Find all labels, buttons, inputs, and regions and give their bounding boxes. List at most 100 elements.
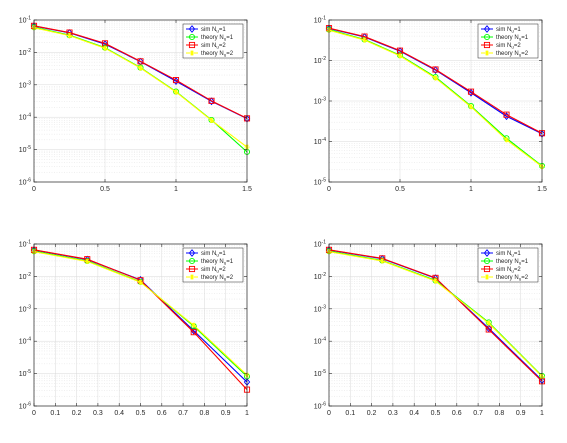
data-point-marker bbox=[172, 77, 180, 86]
legend-marker bbox=[483, 257, 491, 265]
x-tick-label: 1 bbox=[174, 186, 178, 193]
y-tick-label: 10-5 bbox=[19, 145, 31, 154]
legend-label: sim Nu=2 bbox=[496, 43, 521, 50]
x-tick-label: 0.6 bbox=[157, 410, 167, 417]
data-point-marker bbox=[432, 278, 439, 284]
legend-box bbox=[477, 247, 539, 283]
legend-item-2: theory Nu=1 bbox=[481, 257, 529, 266]
y-tick-label: 10-1 bbox=[19, 240, 31, 249]
y-tick-label: 10-4 bbox=[19, 337, 31, 346]
legend-item-1: sim Nu=1 bbox=[481, 249, 521, 258]
data-point-marker bbox=[172, 77, 180, 84]
legend-label: sim Nu=1 bbox=[496, 251, 521, 258]
x-tick-label: 0.7 bbox=[473, 410, 483, 417]
legend-marker bbox=[483, 265, 491, 273]
data-point-marker bbox=[102, 45, 108, 51]
data-point-marker bbox=[208, 117, 215, 123]
legend-box bbox=[182, 23, 244, 59]
data-point-marker bbox=[503, 111, 510, 118]
y-tick-label: 10-5 bbox=[19, 369, 31, 378]
chart-panel-4: 10-6 10-5 10-4 10-3 10-2 10-1 0 0.1 0.2 0.3 0.4 0.5… bbox=[314, 240, 546, 417]
x-tick-label: 1.5 bbox=[537, 186, 547, 193]
legend-item-2: theory Nu=1 bbox=[186, 257, 234, 266]
legend-label: theory Nu=1 bbox=[496, 259, 529, 266]
legend-label: sim Nu=2 bbox=[201, 43, 226, 50]
data-point-marker bbox=[485, 326, 492, 333]
data-point-marker bbox=[173, 89, 179, 95]
chart-panel-1: 10-6 10-5 10-4 10-3 10-2 10-1 0 0.5 1 1.5 sim Nu=1… bbox=[19, 16, 252, 194]
x-tick-label: 0.9 bbox=[221, 410, 231, 417]
legend-marker bbox=[484, 274, 490, 280]
legend-label: sim Nu=2 bbox=[201, 267, 226, 274]
y-tick-label: 10-4 bbox=[19, 113, 31, 122]
x-tick-label: 0.4 bbox=[409, 410, 419, 417]
legend-marker bbox=[188, 249, 196, 257]
data-point-marker bbox=[361, 37, 368, 43]
x-tick-label: 1.5 bbox=[242, 186, 252, 193]
x-tick-label: 0.8 bbox=[495, 410, 505, 417]
x-tick-label: 0 bbox=[32, 186, 36, 193]
legend-marker bbox=[189, 274, 195, 280]
data-point-marker bbox=[208, 97, 215, 104]
data-point-marker bbox=[503, 137, 510, 143]
legend-label: theory Nu=2 bbox=[201, 275, 234, 282]
data-point-marker bbox=[468, 104, 474, 110]
x-tick-label: 0.6 bbox=[452, 410, 462, 417]
y-tick-label: 10-6 bbox=[19, 402, 31, 411]
chart-panel-3: 10-6 10-5 10-4 10-3 10-2 10-1 0 0.1 0.2 0.3 0.4 0.5… bbox=[19, 240, 251, 417]
legend-label: sim Nu=1 bbox=[201, 251, 226, 258]
data-point-marker bbox=[379, 258, 385, 264]
y-tick-label: 10-2 bbox=[19, 272, 31, 281]
y-tick-label: 10-2 bbox=[19, 48, 31, 57]
data-point-marker bbox=[432, 75, 439, 81]
y-tick-label: 10-5 bbox=[314, 369, 326, 378]
legend-item-1: sim Nu=1 bbox=[186, 249, 226, 258]
y-tick-label: 10-6 bbox=[19, 178, 31, 187]
legend-box bbox=[182, 247, 244, 283]
x-tick-label: 0.7 bbox=[178, 410, 188, 417]
data-point-marker bbox=[432, 66, 439, 73]
legend-item-3: sim Nu=2 bbox=[186, 41, 226, 50]
x-tick-label: 0.9 bbox=[516, 410, 526, 417]
legend-item-4: theory Nu=2 bbox=[186, 50, 234, 58]
data-point-marker bbox=[66, 33, 73, 39]
legend-marker bbox=[188, 265, 196, 273]
legend-item-3: sim Nu=2 bbox=[186, 265, 226, 274]
series-line bbox=[328, 27, 543, 134]
x-tick-label: 0.3 bbox=[388, 410, 398, 417]
legend-marker bbox=[188, 33, 196, 41]
legend-item-4: theory Nu=2 bbox=[186, 274, 234, 282]
legend-item-2: theory Nu=1 bbox=[481, 33, 529, 42]
legend-label: theory Nu=1 bbox=[201, 35, 234, 42]
data-point-marker bbox=[137, 279, 144, 285]
y-tick-label: 10-2 bbox=[314, 56, 326, 65]
y-tick-label: 10-2 bbox=[314, 272, 326, 281]
axes-frame bbox=[33, 19, 248, 183]
legend-item-3: sim Nu=2 bbox=[481, 41, 521, 50]
x-tick-label: 1 bbox=[245, 410, 249, 417]
legend-marker bbox=[483, 41, 491, 49]
legend-label: sim Nu=1 bbox=[496, 27, 521, 34]
data-point-marker bbox=[486, 320, 492, 326]
x-tick-label: 0.5 bbox=[136, 410, 146, 417]
legend-item-4: theory Nu=2 bbox=[481, 274, 529, 282]
data-point-marker bbox=[137, 65, 144, 71]
x-tick-label: 0 bbox=[32, 410, 36, 417]
y-tick-label: 10-3 bbox=[19, 80, 31, 89]
x-tick-label: 1 bbox=[540, 410, 544, 417]
y-tick-label: 10-1 bbox=[314, 240, 326, 249]
legend-marker bbox=[189, 50, 195, 56]
data-point-marker bbox=[137, 58, 144, 65]
data-point-marker bbox=[397, 53, 403, 59]
x-tick-label: 0 bbox=[327, 410, 331, 417]
x-tick-label: 0.1 bbox=[50, 410, 60, 417]
data-point-marker bbox=[467, 88, 475, 95]
legend-item-3: sim Nu=2 bbox=[481, 265, 521, 274]
y-tick-label: 10-4 bbox=[314, 337, 326, 346]
legend-marker bbox=[484, 50, 490, 56]
legend-box bbox=[477, 23, 539, 59]
